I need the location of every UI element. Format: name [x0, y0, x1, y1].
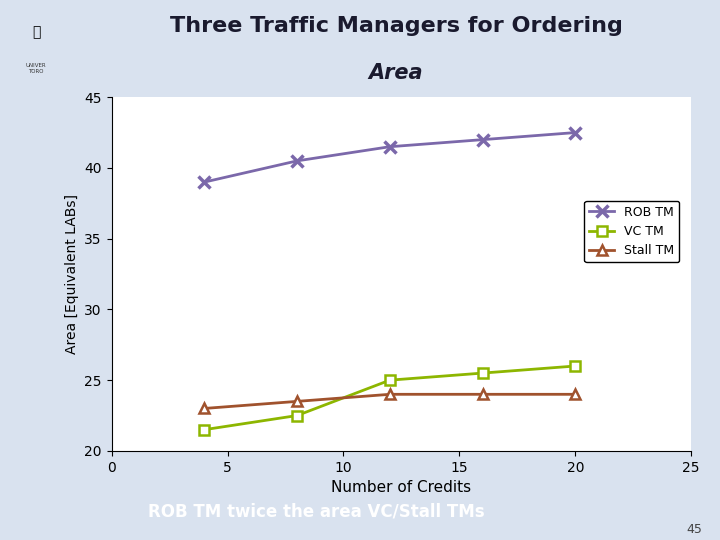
Stall TM: [385, 391, 394, 397]
ROB TM: [200, 179, 209, 185]
Stall TM: [200, 405, 209, 411]
Legend: ROB TM, VC TM, Stall TM: ROB TM, VC TM, Stall TM: [584, 201, 679, 262]
VC TM: [385, 377, 394, 383]
Line: ROB TM: ROB TM: [198, 126, 582, 188]
Line: VC TM: VC TM: [199, 361, 580, 435]
ROB TM: [478, 137, 487, 143]
Stall TM: [293, 398, 302, 404]
Line: Stall TM: Stall TM: [199, 389, 580, 413]
X-axis label: Number of Credits: Number of Credits: [331, 480, 472, 495]
Text: UNIVER
TORO: UNIVER TORO: [26, 64, 46, 74]
Y-axis label: Area [Equivalent LABs]: Area [Equivalent LABs]: [65, 194, 78, 354]
ROB TM: [571, 129, 580, 136]
VC TM: [571, 363, 580, 369]
Text: Area: Area: [369, 63, 423, 84]
ROB TM: [385, 144, 394, 150]
VC TM: [293, 413, 302, 419]
Text: 45: 45: [686, 523, 702, 536]
Text: Three Traffic Managers for Ordering: Three Traffic Managers for Ordering: [170, 16, 622, 36]
VC TM: [478, 370, 487, 376]
Text: 🏛: 🏛: [32, 25, 40, 39]
Stall TM: [571, 391, 580, 397]
Text: ROB TM twice the area VC/Stall TMs: ROB TM twice the area VC/Stall TMs: [148, 503, 485, 521]
ROB TM: [293, 158, 302, 164]
VC TM: [200, 427, 209, 433]
Stall TM: [478, 391, 487, 397]
